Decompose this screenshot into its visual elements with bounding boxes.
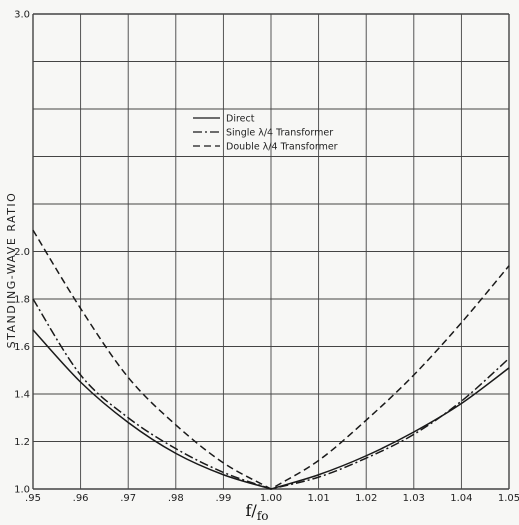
legend-label: Single λ/4 Transformer (226, 128, 333, 139)
y-tick-label: 2.0 (14, 247, 30, 258)
y-tick-label: 1.6 (14, 342, 30, 353)
plot-curves (32, 229, 510, 490)
x-tick-label: .98 (168, 493, 184, 504)
grid (32, 13, 510, 490)
x-tick-label: 1.00 (260, 493, 282, 504)
y-tick-label: 1.2 (14, 437, 30, 448)
x-tick-label: 1.03 (403, 493, 425, 504)
y-tick-label: 1.8 (14, 295, 30, 306)
x-tick-label: .97 (120, 493, 136, 504)
y-tick-label: 3.0 (14, 10, 30, 21)
legend: Direct Single λ/4 Transformer Double λ/4 T… (193, 114, 338, 153)
tick-labels: .95 .96 .97 .98 .99 1.00 1.01 1.02 1.03 1.04 1.05 1… (14, 10, 519, 505)
x-axis-label-main: f/ (246, 501, 258, 520)
x-tick-label: 1.01 (307, 493, 329, 504)
x-tick-label: 1.02 (355, 493, 377, 504)
x-axis-label: f/fo (246, 501, 269, 523)
x-tick-label: 1.04 (450, 493, 472, 504)
y-tick-label: 1.4 (14, 390, 30, 401)
y-tick-label: 1.0 (14, 485, 30, 496)
x-tick-label: .96 (73, 493, 89, 504)
x-tick-label: .95 (25, 493, 41, 504)
x-axis-label-sub: fo (257, 509, 269, 523)
y-axis-label: STANDING-WAVE RATIO (5, 192, 18, 349)
legend-label: Double λ/4 Transformer (226, 142, 338, 153)
x-tick-label: 1.05 (498, 493, 519, 504)
legend-label: Direct (226, 114, 255, 125)
x-tick-label: .99 (215, 493, 231, 504)
series-line-3 (32, 229, 510, 490)
